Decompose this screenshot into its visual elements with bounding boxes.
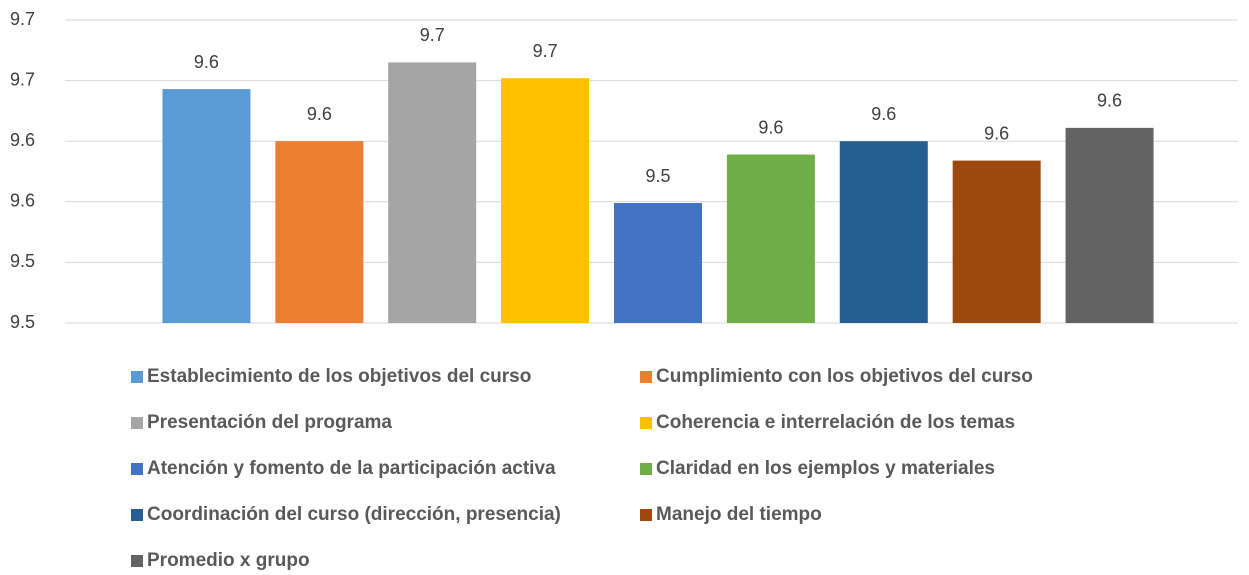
value-label: 9.6 bbox=[307, 104, 332, 124]
bar bbox=[839, 141, 928, 323]
bar bbox=[275, 141, 364, 323]
value-label: 9.7 bbox=[533, 41, 558, 61]
legend-label: Coherencia e interrelación de los temas bbox=[656, 412, 1015, 433]
legend-swatch bbox=[131, 463, 143, 475]
bar bbox=[501, 78, 590, 324]
bar bbox=[726, 154, 815, 323]
bar bbox=[162, 89, 251, 323]
value-label: 9.6 bbox=[1097, 91, 1122, 111]
legend-label: Manejo del tiempo bbox=[656, 504, 822, 525]
legend-label: Atención y fomento de la participación a… bbox=[147, 458, 556, 479]
value-label: 9.7 bbox=[420, 25, 445, 45]
legend-label: Coordinación del curso (dirección, prese… bbox=[147, 504, 561, 525]
y-tick-label: 9.5 bbox=[10, 312, 35, 332]
value-label: 9.6 bbox=[194, 52, 219, 72]
value-label: 9.6 bbox=[984, 123, 1009, 143]
value-label: 9.6 bbox=[758, 117, 783, 137]
y-tick-label: 9.7 bbox=[10, 9, 35, 29]
legend-label: Promedio x grupo bbox=[147, 550, 310, 571]
legend-label: Cumplimiento con los objetivos del curso bbox=[656, 366, 1033, 387]
legend-label: Presentación del programa bbox=[147, 412, 392, 433]
value-label: 9.5 bbox=[645, 166, 670, 186]
legend-swatch bbox=[640, 371, 652, 383]
bar bbox=[388, 62, 477, 324]
legend-swatch bbox=[131, 555, 143, 567]
bar bbox=[952, 160, 1041, 323]
legend-swatch bbox=[640, 463, 652, 475]
y-tick-label: 9.6 bbox=[10, 130, 35, 150]
value-label: 9.6 bbox=[871, 104, 896, 124]
legend-swatch bbox=[640, 509, 652, 521]
legend-label: Claridad en los ejemplos y materiales bbox=[656, 458, 995, 479]
bar bbox=[614, 203, 702, 323]
y-tick-label: 9.5 bbox=[10, 251, 35, 271]
y-tick-label: 9.7 bbox=[10, 69, 35, 89]
bar bbox=[1065, 127, 1154, 323]
legend-swatch bbox=[131, 417, 143, 429]
y-tick-label: 9.6 bbox=[10, 191, 35, 211]
legend-label: Establecimiento de los objetivos del cur… bbox=[147, 366, 531, 387]
legend-swatch bbox=[131, 371, 143, 383]
legend-swatch bbox=[131, 509, 143, 521]
legend-swatch bbox=[640, 417, 652, 429]
